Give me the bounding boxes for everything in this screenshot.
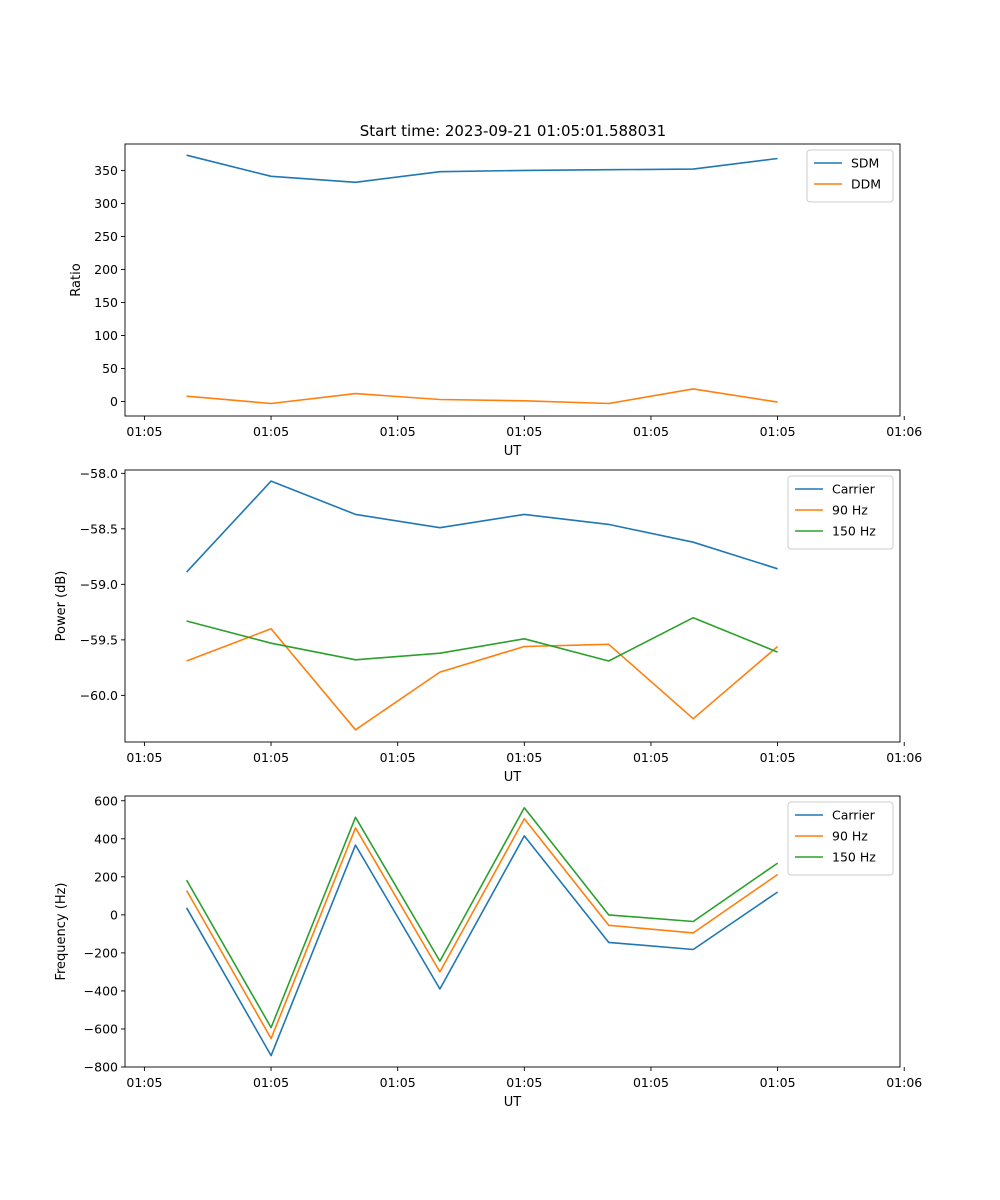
axes-frame [124, 469, 901, 743]
x-axis-label: UT [504, 1095, 522, 1110]
y-tick-label: 100 [94, 328, 118, 343]
x-tick-label: 01:05 [253, 1075, 289, 1090]
legend: SDM DDM [806, 149, 894, 203]
y-tick-label: −800 [84, 1060, 118, 1075]
x-tick-label: 01:05 [380, 750, 416, 765]
x-tick-label: 01:05 [506, 1075, 542, 1090]
x-tick-label: 01:06 [886, 424, 922, 439]
x-tick-label: 01:05 [380, 424, 416, 439]
x-tick-label: 01:05 [126, 1075, 162, 1090]
legend: Carrier 90 Hz 150 Hz [787, 475, 894, 550]
series-line-carrier [186, 480, 778, 573]
y-tick-label: 0 [110, 394, 118, 409]
y-tick-label: 200 [94, 869, 118, 884]
y-tick-label: 600 [94, 793, 118, 808]
x-tick-label: 01:05 [633, 424, 669, 439]
legend-label: 150 Hz [832, 524, 876, 539]
y-tick-label: −59.0 [80, 577, 118, 592]
chart-3: 01:05 01:05 01:05 01:05 01:05 01:05 01:06 −800 −… [54, 793, 922, 1110]
x-tick-label: 01:05 [760, 750, 796, 765]
legend-label: Carrier [832, 482, 876, 497]
y-tick-label: 250 [94, 229, 118, 244]
legend: Carrier 90 Hz 150 Hz [787, 801, 894, 876]
y-tick-label: −58.5 [80, 521, 118, 536]
chart-2: 01:05 01:05 01:05 01:05 01:05 01:05 01:06 −60.0… [54, 466, 922, 785]
charts: 01:05 01:05 01:05 01:05 01:05 01:05 01:06 0 50 10… [54, 143, 922, 1110]
y-tick-label: −60.0 [80, 688, 118, 703]
legend-label: Carrier [832, 808, 876, 823]
y-axis-label: Frequency (Hz) [54, 882, 69, 980]
legend-label: 90 Hz [832, 829, 868, 844]
x-tick-label: 01:06 [886, 750, 922, 765]
x-axis-label: UT [504, 770, 522, 785]
x-tick-label: 01:05 [253, 750, 289, 765]
y-tick-label: −600 [84, 1021, 118, 1036]
y-tick-label: 300 [94, 196, 118, 211]
chart-1: 01:05 01:05 01:05 01:05 01:05 01:05 01:06 0 50 10… [69, 143, 922, 459]
x-tick-label: 01:06 [886, 1075, 922, 1090]
y-tick-label: 400 [94, 831, 118, 846]
y-tick-label: −200 [84, 945, 118, 960]
y-tick-label: −400 [84, 983, 118, 998]
figure-title: Start time: 2023-09-21 01:05:01.588031 [360, 122, 666, 140]
legend-label: 150 Hz [832, 850, 876, 865]
x-tick-label: 01:05 [126, 424, 162, 439]
series-line-carrier [185, 835, 779, 1057]
legend-label: SDM [851, 156, 879, 171]
x-tick-label: 01:05 [760, 424, 796, 439]
y-tick-label: −58.0 [80, 466, 118, 481]
x-tick-label: 01:05 [253, 424, 289, 439]
axes-frame [124, 795, 901, 1068]
y-tick-label: 50 [102, 361, 118, 376]
series-line-150-hz [185, 806, 779, 1029]
x-tick-label: 01:05 [633, 1075, 669, 1090]
legend-label: DDM [851, 177, 881, 192]
x-tick-label: 01:05 [126, 750, 162, 765]
x-tick-label: 01:05 [506, 424, 542, 439]
x-tick-label: 01:05 [760, 1075, 796, 1090]
x-tick-label: 01:05 [633, 750, 669, 765]
legend-label: 90 Hz [832, 503, 868, 518]
series-line-sdm [186, 154, 778, 184]
series-line-150-hz [186, 616, 778, 662]
y-tick-label: 150 [94, 295, 118, 310]
x-axis-label: UT [504, 444, 522, 459]
x-tick-label: 01:05 [380, 1075, 416, 1090]
axes-frame [124, 143, 901, 417]
y-tick-label: 350 [94, 163, 118, 178]
series-line-90-hz [185, 817, 779, 1040]
y-axis-label: Power (dB) [54, 571, 69, 642]
y-axis-label: Ratio [69, 263, 84, 296]
y-tick-label: 200 [94, 262, 118, 277]
y-tick-label: −59.5 [80, 632, 118, 647]
x-tick-label: 01:05 [506, 750, 542, 765]
y-tick-label: 0 [110, 907, 118, 922]
series-line-ddm [186, 388, 778, 405]
